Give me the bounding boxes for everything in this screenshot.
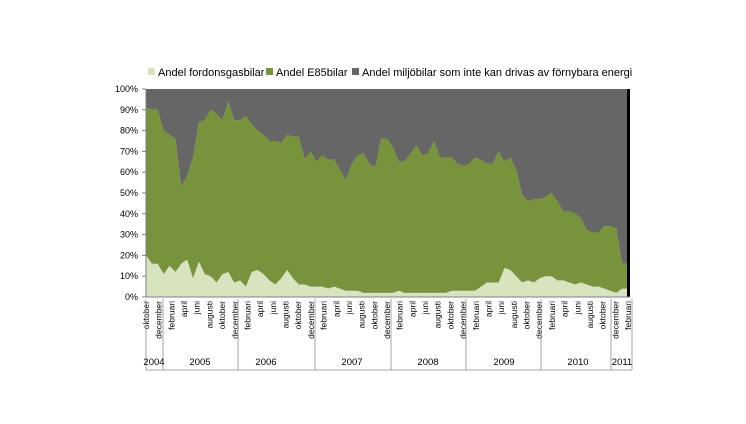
x-month-label: december — [382, 301, 392, 339]
x-month-label: juni — [344, 301, 354, 315]
x-month-label: juni — [420, 301, 430, 315]
x-month-label: augusti — [357, 301, 367, 329]
y-tick-label: 80% — [120, 126, 138, 136]
legend: Andel fordonsgasbilar Andel E85bilar Andel… — [148, 67, 632, 79]
x-month-label: december — [306, 301, 316, 339]
x-month-label: juni — [192, 301, 202, 315]
x-month-label: oktober — [369, 301, 379, 330]
legend-swatch — [352, 68, 359, 75]
x-month-label: april — [407, 301, 417, 317]
x-year-label: 2004 — [143, 357, 164, 368]
x-month-label: augusti — [281, 301, 291, 329]
y-tick-label: 90% — [120, 105, 138, 115]
series-area-2 — [146, 101, 628, 293]
y-axis: 0% 10% 20% 30% 40% 50% 60% 70% 80% 90% 100% — [115, 84, 147, 302]
x-month-label: april — [331, 301, 341, 317]
x-month-label: juni — [496, 301, 506, 315]
series-area-3 — [146, 89, 628, 264]
y-tick-label: 30% — [120, 230, 138, 240]
x-year-label: 2010 — [567, 357, 588, 368]
x-month-label: augusti — [204, 301, 214, 329]
y-tick-label: 50% — [120, 188, 138, 198]
x-month-label: oktober — [293, 301, 303, 330]
legend-swatch — [266, 68, 273, 75]
x-month-label: februari — [243, 301, 253, 330]
legend-label: Andel E85bilar — [276, 67, 348, 79]
x-axis: oktober december februari april juni augusti o… — [141, 296, 633, 371]
x-month-label: februari — [319, 301, 329, 330]
x-month-label: februari — [395, 301, 405, 330]
x-month-label: december — [458, 301, 468, 339]
y-tick-label: 60% — [120, 167, 138, 177]
y-tick-label: 10% — [120, 271, 138, 281]
x-year-label: 2005 — [189, 357, 210, 368]
x-month-label: juni — [268, 301, 278, 315]
series-area-1 — [146, 255, 628, 297]
x-month-label: oktober — [445, 301, 455, 330]
x-month-label: augusti — [433, 301, 443, 329]
y-tick-label: 20% — [120, 250, 138, 260]
legend-label: Andel miljöbilar som inte kan drivas av … — [362, 67, 632, 79]
x-month-label: februari — [623, 301, 633, 330]
x-month-label: oktober — [522, 301, 532, 330]
x-month-label: februari — [547, 301, 557, 330]
x-month-label: december — [610, 301, 620, 339]
x-month-label: juni — [572, 301, 582, 315]
x-year-label: 2009 — [493, 357, 514, 368]
x-month-label: oktober — [598, 301, 608, 330]
x-year-label: 2006 — [255, 357, 276, 368]
end-marker — [627, 89, 630, 297]
x-month-label: augusti — [509, 301, 519, 329]
plot-area — [146, 89, 630, 297]
x-month-label: februari — [166, 301, 176, 330]
x-month-label: april — [560, 301, 570, 317]
legend-swatch — [148, 68, 155, 75]
y-tick-label: 100% — [115, 84, 138, 94]
x-month-label: december — [230, 301, 240, 339]
x-month-label: februari — [471, 301, 481, 330]
x-month-label: oktober — [217, 301, 227, 330]
x-month-label: augusti — [585, 301, 595, 329]
x-month-label: april — [255, 301, 265, 317]
x-year-label: 2011 — [612, 357, 632, 368]
legend-label: Andel fordonsgasbilar — [158, 67, 265, 79]
y-tick-label: 70% — [120, 146, 138, 156]
x-month-label: april — [484, 301, 494, 317]
x-month-label: december — [154, 301, 164, 339]
x-year-label: 2007 — [341, 357, 362, 368]
x-month-label: april — [179, 301, 189, 317]
y-tick-label: 0% — [125, 292, 138, 302]
x-year-label: 2008 — [417, 357, 438, 368]
y-tick-label: 40% — [120, 209, 138, 219]
x-month-label: december — [534, 301, 544, 339]
